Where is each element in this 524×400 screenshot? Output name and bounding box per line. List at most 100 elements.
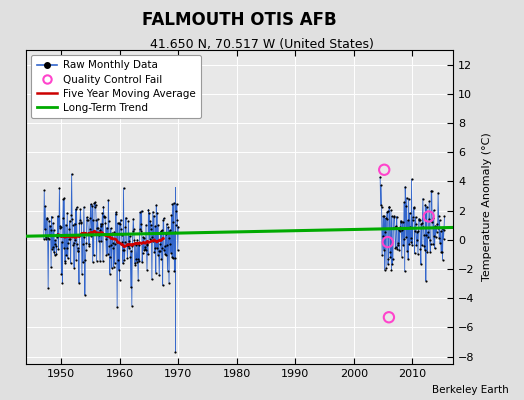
Point	[167, 212, 176, 219]
Point	[100, 214, 108, 220]
Point	[156, 248, 164, 254]
Point	[61, 260, 70, 266]
Point	[419, 224, 428, 230]
Point	[440, 227, 448, 233]
Point	[112, 211, 120, 217]
Point	[113, 239, 121, 246]
Point	[123, 241, 131, 247]
Point	[116, 217, 125, 223]
Point	[83, 214, 91, 220]
Point	[420, 243, 429, 249]
Point	[404, 256, 412, 263]
Point	[137, 208, 146, 214]
Point	[77, 220, 85, 226]
Point	[42, 234, 50, 240]
Point	[384, 261, 392, 267]
Point	[62, 244, 71, 251]
Point	[431, 234, 440, 240]
Point	[96, 258, 104, 264]
Point	[117, 232, 126, 238]
Point	[129, 216, 137, 222]
Y-axis label: Temperature Anomaly (°C): Temperature Anomaly (°C)	[482, 133, 492, 281]
Point	[154, 222, 162, 228]
Point	[84, 241, 93, 248]
Point	[383, 216, 391, 222]
Point	[392, 213, 401, 220]
Point	[93, 224, 101, 231]
Point	[122, 214, 130, 221]
Point	[381, 215, 390, 222]
Point	[153, 210, 161, 216]
Point	[139, 234, 147, 240]
Point	[377, 204, 386, 210]
Point	[102, 252, 111, 258]
Point	[128, 302, 136, 309]
Point	[92, 258, 101, 264]
Point	[157, 228, 165, 234]
Point	[66, 218, 74, 224]
Point	[49, 249, 58, 255]
Point	[390, 213, 398, 220]
Point	[395, 247, 403, 253]
Point	[384, 239, 392, 245]
Point	[431, 223, 439, 229]
Point	[136, 221, 145, 227]
Point	[173, 247, 182, 253]
Point	[129, 226, 138, 232]
Point	[386, 248, 394, 255]
Point	[54, 232, 63, 238]
Point	[79, 240, 88, 247]
Point	[78, 271, 86, 278]
Point	[96, 220, 105, 227]
Point	[406, 223, 414, 230]
Point	[88, 202, 96, 209]
Point	[95, 227, 104, 233]
Point	[160, 247, 168, 253]
Point	[158, 227, 166, 234]
Point	[163, 268, 172, 274]
Point	[380, 166, 388, 173]
Point	[100, 213, 108, 220]
Point	[150, 249, 159, 255]
Point	[388, 213, 396, 220]
Point	[132, 242, 140, 248]
Point	[387, 207, 395, 214]
Point	[380, 267, 389, 273]
Point	[52, 243, 60, 250]
Point	[71, 206, 80, 212]
Point	[53, 230, 62, 237]
Point	[109, 245, 117, 251]
Point	[414, 251, 422, 257]
Point	[99, 258, 107, 264]
Point	[73, 248, 82, 254]
Point	[411, 228, 419, 234]
Point	[430, 207, 438, 214]
Point	[392, 222, 400, 229]
Point	[111, 241, 119, 247]
Point	[94, 225, 102, 231]
Point	[417, 220, 425, 227]
Point	[165, 229, 173, 235]
Point	[418, 220, 427, 226]
Point	[405, 241, 413, 247]
Point	[63, 210, 71, 216]
Point	[59, 196, 68, 202]
Point	[46, 223, 54, 229]
Point	[408, 241, 416, 248]
Point	[99, 203, 107, 210]
Point	[50, 227, 58, 234]
Point	[69, 242, 78, 248]
Point	[393, 246, 401, 252]
Point	[97, 238, 106, 245]
Point	[161, 250, 169, 257]
Point	[437, 248, 445, 255]
Point	[439, 257, 447, 263]
Point	[84, 230, 92, 236]
Point	[406, 210, 414, 216]
Point	[115, 277, 124, 283]
Point	[85, 243, 93, 249]
Point	[106, 225, 115, 232]
Point	[90, 200, 99, 206]
Point	[94, 238, 103, 244]
Point	[124, 242, 132, 249]
